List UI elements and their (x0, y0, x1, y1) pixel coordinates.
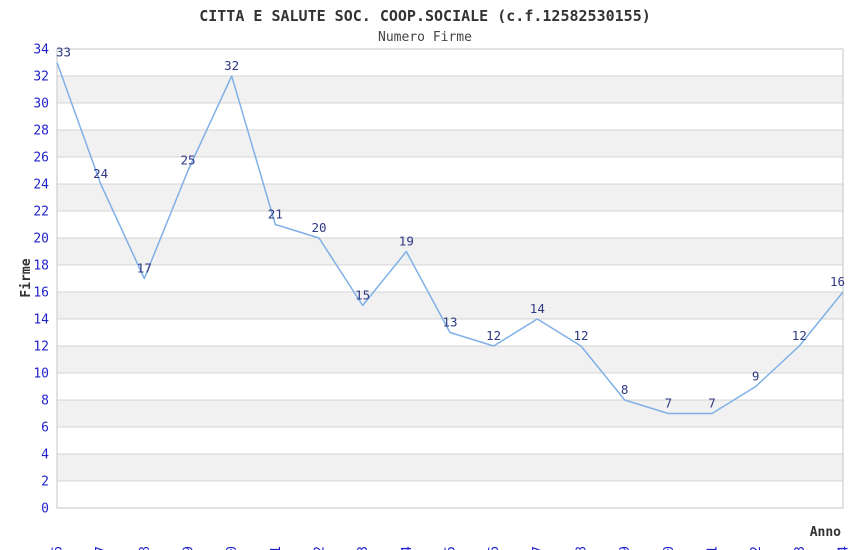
series-line (56, 62, 844, 415)
data-point-labels: 33 24 17 25 32 21 20 15 19 13 12 14 12 8 7 7 9 12 16 (56, 45, 845, 411)
grid-band (57, 76, 843, 103)
data-point-label: 12 (792, 328, 807, 343)
data-point-label: 17 (137, 261, 152, 276)
y-tick-label: 12 (33, 340, 49, 355)
y-tick-label: 6 (41, 421, 49, 436)
y-tick-label: 18 (33, 259, 49, 274)
data-point-label: 8 (621, 382, 629, 397)
data-point-label: 12 (486, 328, 501, 343)
data-point-label: 16 (830, 274, 845, 289)
x-tick-labels: 2006 2007 2008 2009 2010 2011 2012 2013 2014 2015… (51, 546, 850, 550)
y-tick-label: 34 (33, 43, 49, 58)
x-tick-label: 2007 (94, 546, 109, 550)
grid-band (57, 238, 843, 265)
grid-band (57, 292, 843, 319)
data-point-label: 12 (573, 328, 588, 343)
y-tick-label: 30 (33, 97, 49, 112)
y-tick-label: 20 (33, 232, 49, 247)
chart-subtitle: Numero Firme (378, 30, 472, 45)
y-tick-label: 22 (33, 205, 49, 220)
data-point-label: 33 (56, 45, 71, 60)
grid-band (57, 184, 843, 211)
x-tick-label: 2012 (313, 546, 328, 550)
x-tick-label: 2020 (662, 546, 677, 550)
grid-band (57, 130, 843, 157)
x-tick-label: 2018 (575, 546, 590, 550)
data-point-label: 13 (442, 315, 457, 330)
x-tick-label: 2010 (225, 546, 240, 550)
x-tick-label: 2008 (138, 546, 153, 550)
data-point-label: 21 (268, 207, 283, 222)
y-tick-label: 16 (33, 286, 49, 301)
y-tick-label: 26 (33, 151, 49, 166)
x-tick-label: 2014 (400, 546, 415, 550)
y-tick-label: 14 (33, 313, 49, 328)
y-tick-label: 4 (41, 448, 49, 463)
x-tick-label: 2006 (51, 546, 66, 550)
data-point-label: 19 (399, 234, 414, 249)
grid-band (57, 346, 843, 373)
plot-border (56, 48, 844, 509)
x-axis-title: Anno (810, 525, 841, 540)
series-line-group (56, 62, 844, 415)
grid-band (57, 454, 843, 481)
data-point-label: 24 (93, 166, 108, 181)
plot-border-rect (56, 48, 844, 509)
x-tick-label: 2024 (837, 546, 850, 550)
x-tick-label: 2023 (793, 546, 808, 550)
x-tick-label: 2013 (356, 546, 371, 550)
y-tick-label: 28 (33, 124, 49, 139)
x-tick-label: 2016 (487, 546, 502, 550)
data-point-label: 7 (665, 396, 673, 411)
y-axis-title: Firme (19, 258, 34, 297)
data-point-label: 20 (311, 220, 326, 235)
data-point-label: 7 (708, 396, 716, 411)
y-tick-label: 10 (33, 367, 49, 382)
y-tick-label: 8 (41, 394, 49, 409)
x-tick-label: 2017 (531, 546, 546, 550)
y-tick-label: 2 (41, 475, 49, 490)
data-point-label: 32 (224, 58, 239, 73)
data-point-label: 15 (355, 288, 370, 303)
grid-band (57, 400, 843, 427)
y-tick-label: 24 (33, 178, 49, 193)
y-tick-label: 32 (33, 70, 49, 85)
chart-title: CITTA E SALUTE SOC. COOP.SOCIALE (c.f.12… (199, 7, 651, 25)
grid-bands (57, 76, 843, 481)
data-point-label: 25 (180, 153, 195, 168)
x-tick-label: 2019 (618, 546, 633, 550)
x-tick-label: 2009 (182, 546, 197, 550)
gridlines (57, 48, 843, 509)
x-tick-label: 2011 (269, 546, 284, 550)
data-point-label: 9 (752, 369, 760, 384)
x-tick-label: 2021 (706, 546, 721, 550)
y-tick-label: 0 (41, 502, 49, 517)
data-point-label: 14 (530, 301, 545, 316)
